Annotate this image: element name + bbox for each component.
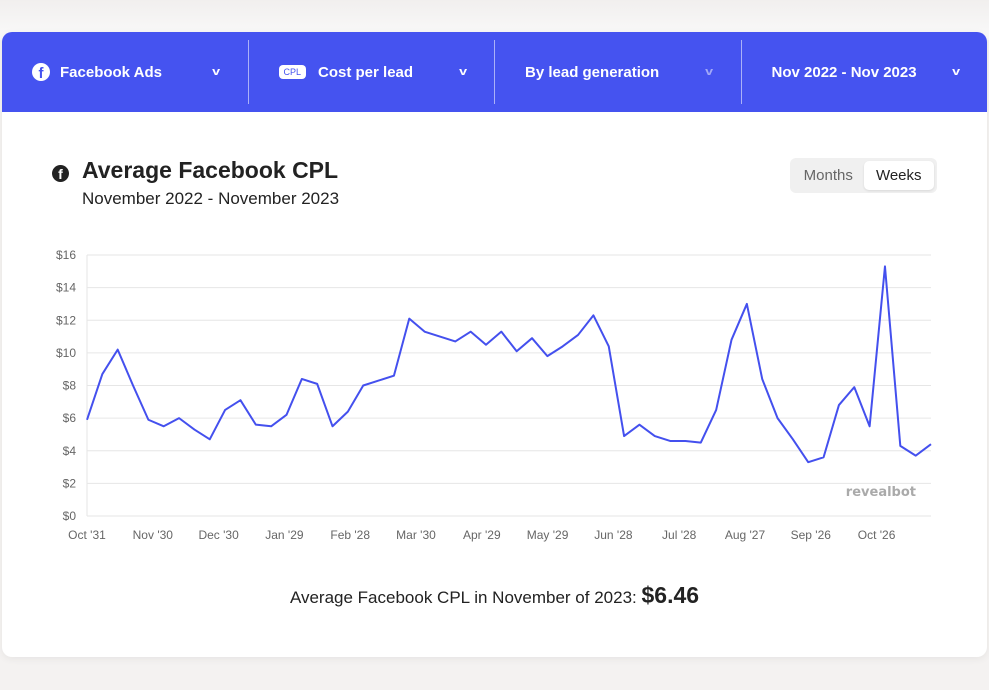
facebook-icon: f [32, 63, 50, 81]
metric-label: Cost per lead [318, 63, 414, 81]
summary-value: $6.46 [641, 582, 700, 608]
period-toggle: Months Weeks [790, 158, 937, 193]
y-tick-label: $10 [56, 346, 76, 360]
chevron-down-icon: v [458, 66, 467, 78]
chart-subtitle: November 2022 - November 2023 [82, 189, 340, 208]
x-tick-label: Nov '30 [133, 528, 174, 542]
y-tick-label: $6 [63, 411, 77, 425]
x-tick-label: Sep '26 [791, 528, 832, 542]
y-tick-label: $16 [56, 248, 76, 262]
chevron-down-icon: v [951, 66, 960, 78]
x-tick-label: Dec '30 [198, 528, 239, 542]
metric-dropdown[interactable]: CPL Cost per lead v [249, 40, 495, 104]
chevron-down-icon: v [212, 66, 221, 78]
y-tick-label: $14 [56, 281, 76, 295]
cpl-badge: CPL [278, 65, 307, 79]
date-range-label: Nov 2022 - Nov 2023 [771, 63, 917, 81]
filter-bar: f Facebook Ads v CPL Cost per lead v By lead… [2, 32, 987, 112]
facebook-icon: f [52, 165, 69, 182]
x-tick-label: Feb '28 [330, 528, 370, 542]
weeks-tab[interactable]: Weeks [863, 161, 934, 190]
y-tick-label: $12 [56, 313, 76, 327]
y-tick-label: $8 [63, 379, 77, 393]
revealbot-watermark: revealbot [846, 485, 916, 500]
y-tick-label: $2 [63, 476, 77, 490]
summary-text: Average Facebook CPL in November of 2023… [289, 588, 637, 607]
cpl-series-line [86, 265, 932, 464]
x-tick-label: Jun '28 [594, 528, 633, 542]
x-tick-label: Jul '28 [662, 528, 697, 542]
months-tab[interactable]: Months [803, 167, 853, 184]
x-tick-label: Oct '31 [68, 528, 106, 542]
line-chart: $0 $2 $4 $6 $8 $10 $12 $14 $16 Oct '31 Nov '30 Dec … [56, 248, 932, 542]
y-tick-label: $0 [63, 509, 77, 523]
x-tick-label: Jan '29 [265, 528, 304, 542]
cpl-card: f Facebook Ads v CPL Cost per lead v By lead… [2, 32, 987, 657]
x-tick-label: Mar '30 [396, 528, 436, 542]
platform-label: Facebook Ads [60, 63, 162, 81]
x-tick-label: Aug '27 [725, 528, 766, 542]
chevron-down-icon: v [705, 66, 714, 78]
x-tick-label: Oct '26 [858, 528, 896, 542]
grouping-dropdown[interactable]: By lead generation v [495, 40, 742, 104]
grouping-label: By lead generation [525, 63, 660, 81]
chart-title: Average Facebook CPL [82, 157, 339, 183]
summary: Average Facebook CPL in November of 2023… [2, 582, 987, 609]
platform-dropdown[interactable]: f Facebook Ads v [2, 40, 249, 104]
x-tick-label: Apr '29 [463, 528, 501, 542]
x-tick-label: May '29 [527, 528, 569, 542]
date-range-dropdown[interactable]: Nov 2022 - Nov 2023 v [742, 40, 988, 104]
y-tick-label: $4 [63, 444, 77, 458]
